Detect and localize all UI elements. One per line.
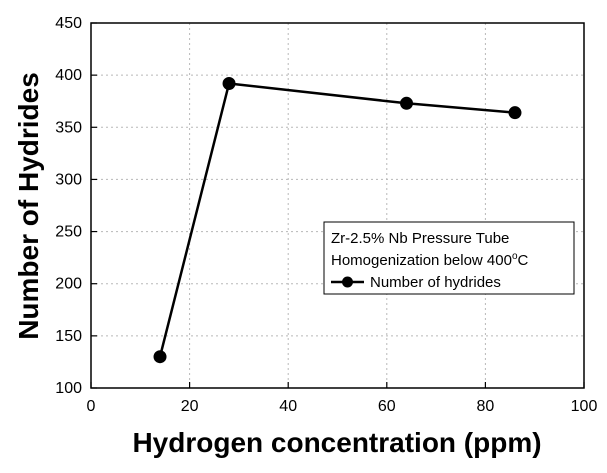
y-tick-label: 150	[55, 328, 82, 345]
legend-line-2-tail: C	[518, 252, 529, 269]
y-tick-label: 400	[55, 67, 82, 84]
legend-series-name: Number of hydrides	[370, 274, 501, 291]
y-axis-title: Number of Hydrides	[13, 72, 44, 340]
y-tick-label: 250	[55, 224, 82, 241]
x-tick-label: 0	[87, 398, 96, 415]
legend-line-2: Homogenization below 400oC	[331, 251, 529, 269]
data-point	[508, 106, 522, 120]
x-axis-title: Hydrogen concentration (ppm)	[132, 427, 541, 458]
data-point	[153, 350, 167, 364]
y-tick-label: 300	[55, 171, 82, 188]
legend-series-marker	[342, 276, 353, 288]
y-tick-label: 450	[55, 15, 82, 32]
x-tick-label: 100	[571, 398, 598, 415]
x-tick-label: 40	[279, 398, 297, 415]
legend: Zr-2.5% Nb Pressure Tube Homogenization …	[323, 221, 575, 295]
x-tick-label: 20	[181, 398, 199, 415]
y-tick-label: 350	[55, 119, 82, 136]
legend-degree-sign: o	[512, 251, 518, 262]
series-layer	[153, 76, 522, 364]
y-tick-label: 100	[55, 380, 82, 397]
data-point	[400, 96, 414, 110]
legend-line-1: Zr-2.5% Nb Pressure Tube	[331, 230, 509, 247]
x-tick-label: 60	[378, 398, 396, 415]
plot-frame	[90, 22, 585, 389]
series-line	[158, 82, 516, 358]
data-point	[222, 76, 236, 90]
y-tick-label: 200	[55, 276, 82, 293]
x-tick-label: 80	[477, 398, 495, 415]
legend-line-2-main: Homogenization below 400	[331, 252, 512, 269]
tick-labels: 0 20 40 60 80 100 100 150 200 250 300 350 400 450	[55, 15, 597, 415]
legend-box	[323, 221, 575, 295]
